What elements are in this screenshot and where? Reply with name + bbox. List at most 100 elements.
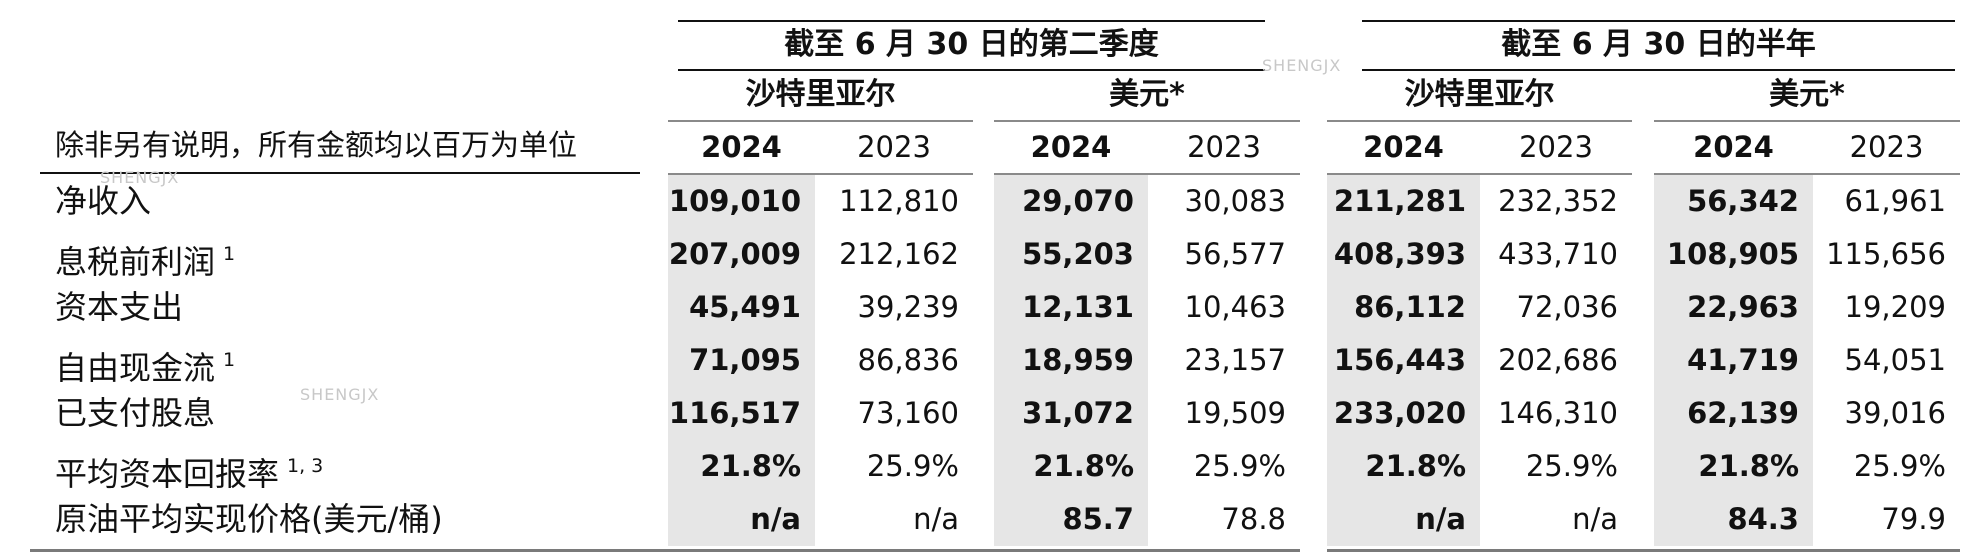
value-cell: 62,139 [1687, 396, 1799, 430]
period-header: 截至 6 月 30 日的半年 [1501, 27, 1816, 62]
value-cell: n/a [913, 502, 959, 536]
year-rule [668, 173, 973, 175]
currency-header: 沙特里亚尔 [745, 77, 896, 112]
year-header: 2024 [701, 130, 782, 164]
value-cell: 72,036 [1516, 290, 1618, 324]
row-label: 自由现金流 1 [55, 334, 235, 387]
value-cell: 212,162 [839, 237, 959, 271]
value-cell: 207,009 [668, 237, 801, 271]
value-cell: 19,209 [1844, 290, 1946, 324]
year-header: 2024 [1363, 130, 1444, 164]
row-label: 原油平均实现价格(美元/桶) [55, 493, 443, 546]
value-cell: 19,509 [1184, 396, 1286, 430]
value-cell: 10,463 [1184, 290, 1286, 324]
value-cell: 55,203 [1022, 237, 1134, 271]
value-cell: 109,010 [668, 184, 801, 218]
value-cell: 211,281 [1333, 184, 1466, 218]
value-cell: 25.9% [866, 449, 959, 483]
group-bottom-rule [1362, 69, 1955, 71]
row-label: 资本支出 [55, 281, 183, 334]
value-cell: 12,131 [1022, 290, 1134, 324]
value-cell: 233,020 [1333, 396, 1466, 430]
group-top-rule [1362, 20, 1955, 22]
currency-rule [994, 120, 1300, 122]
value-cell: 22,963 [1687, 290, 1799, 324]
value-cell: 23,157 [1184, 343, 1286, 377]
value-cell: 54,051 [1844, 343, 1946, 377]
value-cell: 21.8% [700, 449, 801, 483]
row-label: 平均资本回报率 1, 3 [55, 440, 323, 493]
value-cell: n/a [1572, 502, 1618, 536]
watermark: SHENGJX [1262, 56, 1342, 75]
year-header: 2024 [1693, 130, 1774, 164]
value-cell: 31,072 [1022, 396, 1134, 430]
value-cell: 45,491 [689, 290, 801, 324]
value-cell: 25.9% [1525, 449, 1618, 483]
value-cell: 41,719 [1687, 343, 1799, 377]
value-cell: 202,686 [1498, 343, 1618, 377]
value-cell: 25.9% [1193, 449, 1286, 483]
value-cell: 86,112 [1354, 290, 1466, 324]
value-cell: 78.8 [1221, 502, 1286, 536]
value-cell: 146,310 [1498, 396, 1618, 430]
watermark: SHENGJX [300, 385, 380, 404]
currency-header: 美元* [1769, 77, 1845, 112]
value-cell: 21.8% [1698, 449, 1799, 483]
value-cell: 84.3 [1727, 502, 1799, 536]
bold-column-shade [1327, 175, 1480, 546]
value-cell: 112,810 [839, 184, 959, 218]
value-cell: n/a [750, 502, 801, 536]
unit-note-rule [40, 172, 640, 174]
bold-column-shade [668, 175, 815, 546]
row-label-text: 已支付股息 [55, 394, 216, 432]
value-cell: 115,656 [1826, 237, 1946, 271]
value-cell: 433,710 [1498, 237, 1618, 271]
year-header: 2023 [1187, 130, 1261, 164]
value-cell: 86,836 [857, 343, 959, 377]
table-bottom-rule [30, 549, 1300, 552]
row-label-text: 净收入 [55, 182, 152, 220]
value-cell: 39,239 [857, 290, 959, 324]
value-cell: 21.8% [1365, 449, 1466, 483]
row-label-text: 自由现金流 [55, 349, 216, 387]
value-cell: 29,070 [1022, 184, 1134, 218]
row-label: 息税前利润 1 [55, 228, 235, 281]
year-header: 2023 [1519, 130, 1593, 164]
row-label-text: 原油平均实现价格(美元/桶) [55, 500, 443, 538]
value-cell: 56,577 [1184, 237, 1286, 271]
year-rule [994, 173, 1300, 175]
value-cell: 408,393 [1333, 237, 1466, 271]
period-header: 截至 6 月 30 日的第二季度 [784, 27, 1159, 62]
footnote-marker: 1 [223, 349, 236, 371]
row-label: 净收入 [55, 175, 151, 228]
value-cell: 61,961 [1844, 184, 1946, 218]
value-cell: 30,083 [1184, 184, 1286, 218]
value-cell: 156,443 [1333, 343, 1466, 377]
bold-column-shade [994, 175, 1148, 546]
year-rule [1654, 173, 1960, 175]
group-bottom-rule [678, 69, 1265, 71]
currency-rule [1327, 120, 1632, 122]
value-cell: 232,352 [1498, 184, 1618, 218]
footnote-marker: 1 [223, 243, 236, 265]
year-header: 2023 [1849, 130, 1924, 164]
table-bottom-rule [1327, 549, 1960, 552]
currency-rule [1654, 120, 1960, 122]
value-cell: 71,095 [689, 343, 801, 377]
watermark: SHENGJX [100, 168, 180, 187]
value-cell: 85.7 [1062, 502, 1134, 536]
value-cell: 79.9 [1881, 502, 1946, 536]
bold-column-shade [1654, 175, 1813, 546]
value-cell: 56,342 [1687, 184, 1799, 218]
value-cell: 73,160 [857, 396, 959, 430]
row-label: 已支付股息 [55, 387, 215, 440]
currency-header: 沙特里亚尔 [1404, 77, 1555, 112]
value-cell: 108,905 [1666, 237, 1799, 271]
currency-rule [668, 120, 973, 122]
value-cell: 21.8% [1033, 449, 1134, 483]
value-cell: n/a [1415, 502, 1466, 536]
value-cell: 116,517 [668, 396, 801, 430]
currency-header: 美元* [1109, 77, 1185, 112]
year-header: 2024 [1030, 130, 1112, 164]
footnote-marker: 1, 3 [287, 455, 324, 477]
